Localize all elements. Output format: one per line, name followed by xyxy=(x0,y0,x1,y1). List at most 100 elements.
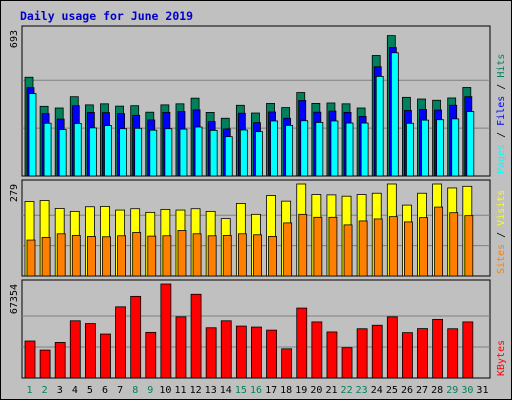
day-label-25: 25 xyxy=(386,385,398,396)
bar-pages-day-5 xyxy=(88,127,97,177)
day-label-31: 31 xyxy=(476,385,488,396)
bar-kbytes-day-12 xyxy=(190,293,202,379)
bar-pages-day-21 xyxy=(330,120,339,177)
bar-sites-day-14 xyxy=(222,235,232,277)
bar-pages-day-18 xyxy=(285,124,294,177)
bar-pages-day-3 xyxy=(58,129,67,177)
bar-pages-day-15 xyxy=(239,129,248,177)
bar-kbytes-day-26 xyxy=(402,332,413,379)
bar-kbytes-day-9 xyxy=(145,331,157,379)
bar-pages-day-27 xyxy=(421,119,429,177)
bar-pages-day-22 xyxy=(345,122,354,177)
day-label-5: 5 xyxy=(87,385,93,396)
day-label-11: 11 xyxy=(174,385,186,396)
bar-pages-day-30 xyxy=(466,111,475,177)
day-label-27: 27 xyxy=(416,385,428,396)
bar-sites-day-11 xyxy=(177,230,187,277)
day-label-13: 13 xyxy=(205,385,217,396)
bar-sites-day-6 xyxy=(102,236,111,277)
bar-kbytes-day-24 xyxy=(371,324,383,379)
legend-separator: / xyxy=(496,126,507,144)
bar-sites-day-5 xyxy=(86,236,96,277)
panel-legend: Pages / Files / Hits xyxy=(496,54,507,174)
bar-pages-day-11 xyxy=(179,128,188,177)
bar-kbytes-day-3 xyxy=(54,342,66,379)
bar-pages-day-19 xyxy=(300,120,309,177)
day-label-12: 12 xyxy=(190,385,202,396)
day-label-7: 7 xyxy=(117,385,123,396)
bar-pages-day-28 xyxy=(436,119,445,177)
y-max-label: 693 xyxy=(9,30,20,48)
bar-sites-day-15 xyxy=(237,233,247,277)
day-label-19: 19 xyxy=(295,385,307,396)
bar-pages-day-6 xyxy=(104,125,112,177)
bar-kbytes-day-11 xyxy=(175,316,187,379)
bar-pages-day-14 xyxy=(224,136,233,177)
bar-sites-day-2 xyxy=(41,237,51,277)
bar-sites-day-1 xyxy=(26,239,36,277)
day-label-17: 17 xyxy=(265,385,277,396)
bar-sites-day-28 xyxy=(434,206,444,277)
bar-kbytes-day-28 xyxy=(432,318,444,379)
bar-kbytes-day-29 xyxy=(447,328,459,379)
bar-sites-day-25 xyxy=(388,216,398,277)
legend-entry: Hits xyxy=(496,54,507,78)
bar-kbytes-day-6 xyxy=(100,333,111,379)
bar-pages-day-25 xyxy=(390,52,399,177)
day-label-22: 22 xyxy=(341,385,353,396)
bar-kbytes-day-1 xyxy=(24,340,36,379)
bar-kbytes-day-23 xyxy=(356,328,368,379)
bar-kbytes-day-30 xyxy=(462,321,474,379)
bar-pages-day-7 xyxy=(119,128,127,177)
day-label-29: 29 xyxy=(446,385,458,396)
bar-kbytes-day-19 xyxy=(296,307,308,379)
day-label-18: 18 xyxy=(280,385,292,396)
bar-sites-day-21 xyxy=(328,216,338,277)
bar-kbytes-day-8 xyxy=(130,295,142,379)
bar-sites-day-27 xyxy=(419,217,428,277)
y-max-label: 279 xyxy=(9,184,20,202)
bar-kbytes-day-17 xyxy=(266,329,277,379)
bar-kbytes-day-18 xyxy=(281,348,293,379)
day-label-3: 3 xyxy=(57,385,63,396)
bar-pages-day-4 xyxy=(73,123,82,177)
bar-pages-day-12 xyxy=(194,126,203,177)
bar-kbytes-day-21 xyxy=(326,331,338,379)
bar-kbytes-day-7 xyxy=(115,306,126,379)
bar-sites-day-26 xyxy=(404,221,413,277)
bar-pages-day-10 xyxy=(164,128,173,177)
day-label-30: 30 xyxy=(461,385,473,396)
chart-panels: 693 Pages / Files / Hits 279 Sites / Visits… xyxy=(9,25,507,379)
bar-kbytes-day-20 xyxy=(311,321,323,379)
bar-sites-day-17 xyxy=(268,236,277,277)
day-label-15: 15 xyxy=(235,385,247,396)
bar-pages-day-23 xyxy=(360,122,369,177)
bar-sites-day-18 xyxy=(283,222,293,277)
day-label-10: 10 xyxy=(159,385,171,396)
bar-kbytes-day-4 xyxy=(69,320,81,379)
bar-kbytes-day-2 xyxy=(39,349,51,379)
bar-sites-day-29 xyxy=(449,212,459,277)
bar-pages-day-26 xyxy=(406,122,414,177)
bar-pages-day-20 xyxy=(315,122,324,177)
bar-kbytes-day-16 xyxy=(251,326,262,379)
panel-visits-sites: 279 Sites / Visits xyxy=(9,179,507,277)
bar-sites-day-10 xyxy=(162,235,172,277)
bar-sites-day-7 xyxy=(117,235,126,277)
bar-sites-day-24 xyxy=(373,218,383,277)
bar-sites-day-13 xyxy=(207,235,217,277)
panel-hits-files-pages: 693 Pages / Files / Hits xyxy=(9,25,507,177)
bar-pages-day-1 xyxy=(28,93,37,177)
bar-sites-day-19 xyxy=(298,213,308,277)
bar-sites-day-16 xyxy=(253,234,262,277)
day-label-24: 24 xyxy=(371,385,383,396)
bar-pages-day-24 xyxy=(375,76,384,177)
day-label-28: 28 xyxy=(431,385,443,396)
bar-pages-day-16 xyxy=(255,131,263,177)
bar-kbytes-day-14 xyxy=(220,320,232,379)
bar-pages-day-9 xyxy=(149,129,158,177)
bar-sites-day-12 xyxy=(192,233,202,277)
legend-separator: / xyxy=(496,226,507,244)
day-label-23: 23 xyxy=(356,385,368,396)
